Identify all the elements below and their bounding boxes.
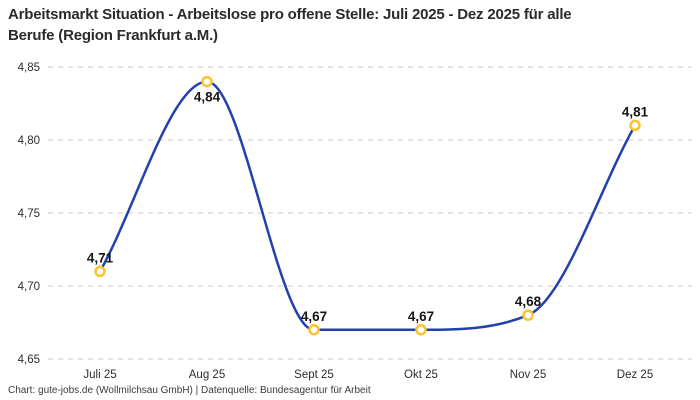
data-point-label: 4,71 bbox=[87, 250, 114, 265]
x-axis-tick-label: Dez 25 bbox=[617, 369, 653, 381]
data-point-label: 4,67 bbox=[301, 309, 327, 324]
y-axis-tick-label: 4,85 bbox=[18, 62, 40, 74]
data-point-marker bbox=[94, 265, 106, 278]
data-point-label: 4,68 bbox=[515, 294, 542, 309]
chart-title-line1: Arbeitsmarkt Situation - Arbeitslose pro… bbox=[8, 6, 572, 23]
y-axis-tick-label: 4,65 bbox=[18, 354, 40, 366]
data-point-label: 4,81 bbox=[622, 104, 649, 119]
y-axis-tick-label: 4,70 bbox=[18, 281, 40, 293]
data-point-marker bbox=[201, 75, 213, 88]
data-point-marker bbox=[308, 324, 320, 336]
chart-title: Arbeitsmarkt Situation - Arbeitslose pro… bbox=[8, 4, 688, 46]
data-point-marker bbox=[629, 119, 641, 132]
x-axis-tick-label: Sept 25 bbox=[294, 369, 334, 381]
data-point-marker bbox=[415, 324, 427, 336]
x-axis-tick-label: Okt 25 bbox=[404, 369, 438, 381]
x-axis-tick-label: Aug 25 bbox=[189, 369, 225, 381]
data-point-label: 4,67 bbox=[408, 309, 434, 324]
x-axis-tick-label: Nov 25 bbox=[510, 369, 546, 381]
attribution-text: Chart: gute-jobs.de (Wollmilchsau GmbH) … bbox=[8, 385, 371, 396]
data-point-label: 4,84 bbox=[194, 90, 221, 105]
series-line bbox=[98, 80, 637, 332]
x-axis-tick-label: Juli 25 bbox=[83, 369, 116, 381]
chart-title-line2: Berufe (Region Frankfurt a.M.) bbox=[8, 27, 218, 44]
line-chart-svg: 4,85 4,80 4,75 4,70 4,65 Juli 25 Aug 25 Sept 25… bbox=[18, 62, 692, 381]
y-axis-tick-label: 4,75 bbox=[18, 208, 40, 220]
data-point-marker bbox=[522, 309, 534, 321]
y-axis-tick-label: 4,80 bbox=[18, 135, 40, 147]
